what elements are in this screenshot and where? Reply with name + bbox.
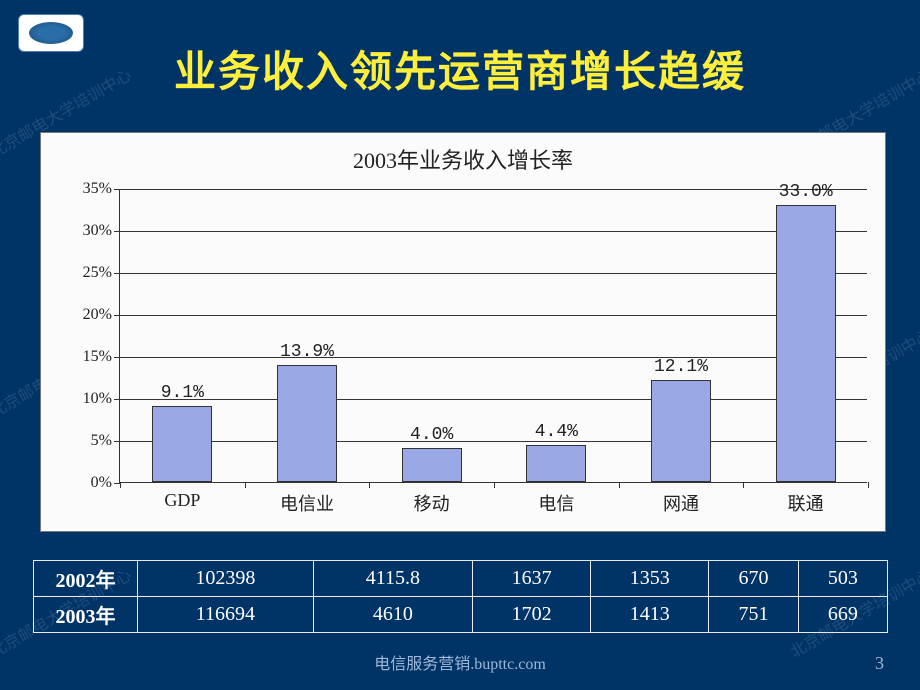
chart-plot: 0%5%10%15%20%25%30%35%9.1%GDP13.9%电信业4.0… [119,189,867,483]
y-tick-mark [114,189,120,190]
chart-title: 2003年业务收入增长率 [41,133,885,175]
x-tick-mark [743,482,744,488]
y-tick-mark [114,231,120,232]
grid-line [120,189,867,190]
table-cell: 669 [798,597,887,633]
x-tick-mark [868,482,869,488]
y-tick-label: 20% [64,306,112,324]
table-cell: 4115.8 [313,561,472,597]
y-tick-mark [114,273,120,274]
grid-line [120,273,867,274]
x-label: 网通 [663,490,699,516]
bar [402,448,462,482]
x-tick-mark [619,482,620,488]
bar-value-label: 4.0% [410,425,453,445]
table-cell: 670 [709,561,798,597]
chart-frame: 2003年业务收入增长率 0%5%10%15%20%25%30%35%9.1%G… [40,132,886,532]
bar [277,365,337,482]
bar-value-label: 4.4% [535,422,578,442]
x-label: 移动 [414,490,450,516]
y-tick-label: 35% [64,180,112,198]
table-cell: 4610 [313,597,472,633]
bar [152,406,212,482]
grid-line [120,231,867,232]
y-tick-label: 0% [64,474,112,492]
table-cell: 102398 [138,561,314,597]
slide: 北京邮电大学培训中心 北京邮电大学培训中心 北京邮电大学培训中心 北京邮电大学培… [0,0,920,690]
y-tick-label: 15% [64,348,112,366]
x-tick-mark [120,482,121,488]
bar-value-label: 13.9% [280,342,334,362]
row-header: 2002年 [34,561,138,597]
x-tick-mark [494,482,495,488]
table-cell: 1353 [591,561,709,597]
bar-value-label: 12.1% [654,357,708,377]
bar-value-label: 9.1% [161,383,204,403]
x-tick-mark [369,482,370,488]
grid-line [120,399,867,400]
y-tick-mark [114,357,120,358]
x-label: 联通 [788,490,824,516]
y-tick-label: 25% [64,264,112,282]
x-label: 电信业 [280,490,334,516]
footer-text: 电信服务营销.bupttc.com [0,650,920,674]
grid-line [120,357,867,358]
table-row: 2003年116694461017021413751669 [34,597,888,633]
x-tick-mark [245,482,246,488]
grid-line [120,315,867,316]
x-label: 电信 [538,490,574,516]
y-tick-mark [114,315,120,316]
grid-line [120,441,867,442]
table-cell: 116694 [138,597,314,633]
bar-value-label: 33.0% [779,182,833,202]
table-cell: 1702 [473,597,591,633]
y-tick-label: 5% [64,432,112,450]
y-tick-mark [114,441,120,442]
page-title: 业务收入领先运营商增长趋缓 [0,38,920,99]
y-tick-label: 30% [64,222,112,240]
table-cell: 751 [709,597,798,633]
bar [776,205,836,482]
data-table: 2002年1023984115.8163713536705032003年1166… [33,560,888,633]
x-label: GDP [164,490,200,511]
page-number: 3 [875,653,884,674]
y-tick-label: 10% [64,390,112,408]
table-cell: 1413 [591,597,709,633]
table-row: 2002年1023984115.816371353670503 [34,561,888,597]
table-cell: 503 [798,561,887,597]
bar [651,380,711,482]
table-cell: 1637 [473,561,591,597]
y-tick-mark [114,399,120,400]
bar [526,445,586,482]
row-header: 2003年 [34,597,138,633]
